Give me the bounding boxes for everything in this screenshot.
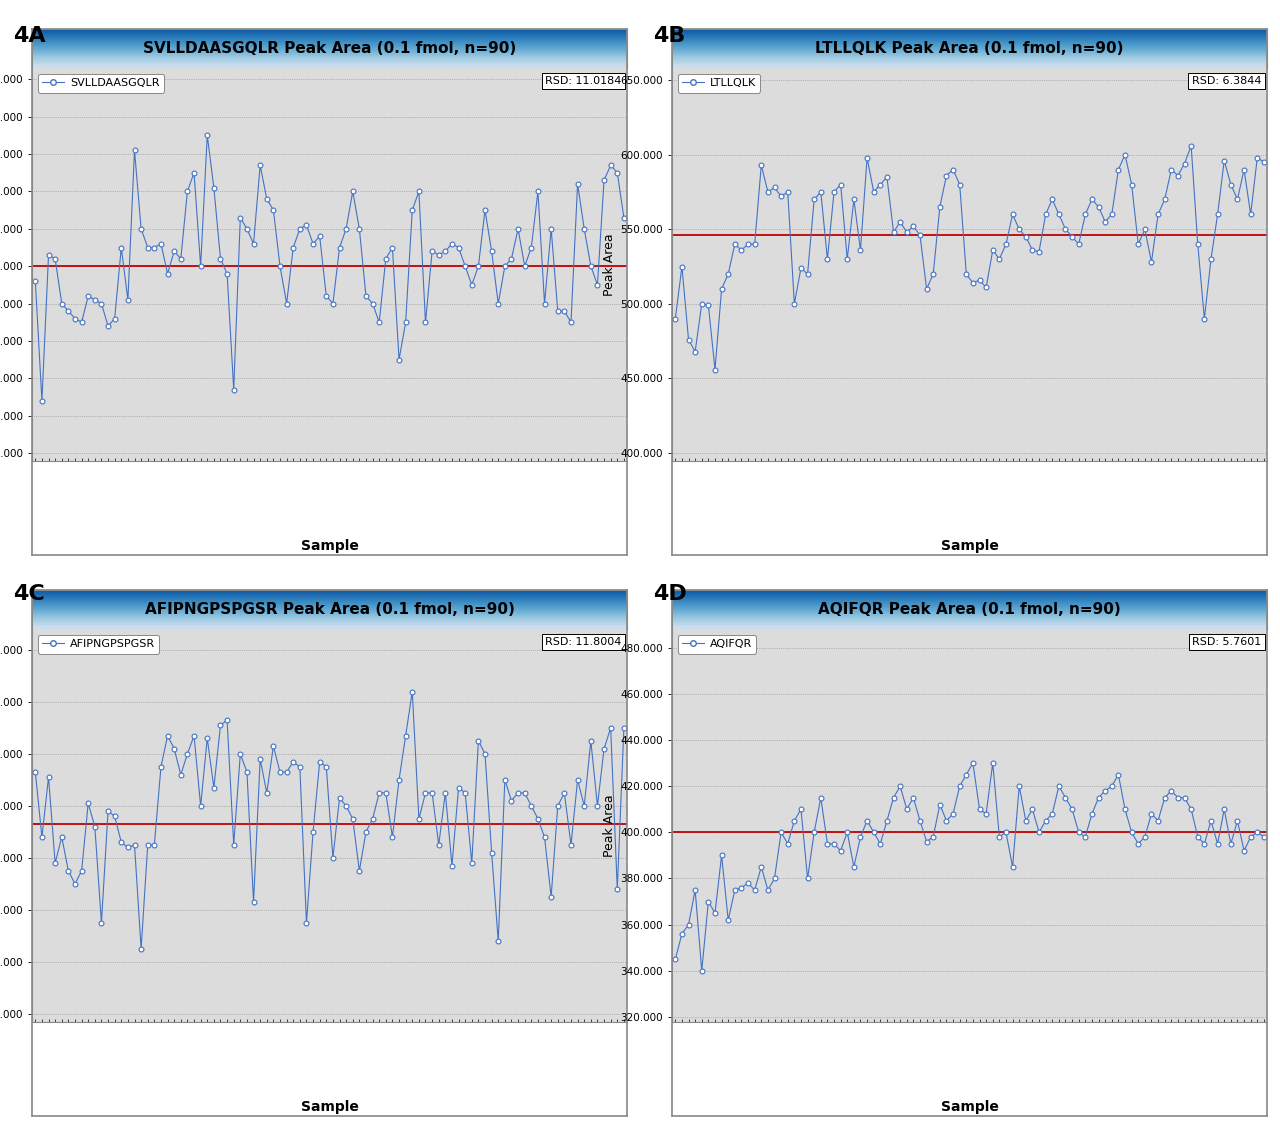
Text: SVLLDAASGQLR Peak Area (0.1 fmol, n=90): SVLLDAASGQLR Peak Area (0.1 fmol, n=90)	[143, 41, 516, 56]
Text: AFIPNGPSPGSR Peak Area (0.1 fmol, n=90): AFIPNGPSPGSR Peak Area (0.1 fmol, n=90)	[145, 602, 515, 617]
Text: 4D: 4D	[653, 584, 686, 603]
Text: Sample: Sample	[941, 1100, 998, 1114]
Legend: AQIFQR: AQIFQR	[677, 634, 756, 654]
Legend: SVLLDAASGQLR: SVLLDAASGQLR	[37, 73, 164, 93]
Text: Sample: Sample	[941, 539, 998, 553]
Legend: LTLLQLK: LTLLQLK	[677, 73, 760, 93]
Text: RSD: 5.7601: RSD: 5.7601	[1192, 637, 1261, 647]
Text: 4A: 4A	[13, 26, 45, 46]
Text: RSD: 11.8004: RSD: 11.8004	[545, 637, 621, 647]
Legend: AFIPNGPSPGSR: AFIPNGPSPGSR	[37, 634, 159, 654]
Y-axis label: Peak Area: Peak Area	[603, 795, 616, 856]
Text: RSD: 11.0184: RSD: 11.0184	[545, 76, 621, 86]
Text: 4C: 4C	[13, 584, 45, 603]
Text: 4B: 4B	[653, 26, 685, 46]
Text: LTLLQLK Peak Area (0.1 fmol, n=90): LTLLQLK Peak Area (0.1 fmol, n=90)	[815, 41, 1124, 56]
Text: AQIFQR Peak Area (0.1 fmol, n=90): AQIFQR Peak Area (0.1 fmol, n=90)	[818, 602, 1121, 617]
Text: Sample: Sample	[301, 1100, 358, 1114]
Text: RSD: 6.3844: RSD: 6.3844	[1192, 76, 1261, 86]
Text: Sample: Sample	[301, 539, 358, 553]
Y-axis label: Peak Area: Peak Area	[603, 234, 616, 295]
